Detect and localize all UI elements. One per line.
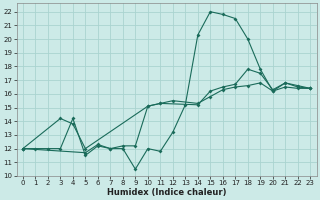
- X-axis label: Humidex (Indice chaleur): Humidex (Indice chaleur): [107, 188, 226, 197]
